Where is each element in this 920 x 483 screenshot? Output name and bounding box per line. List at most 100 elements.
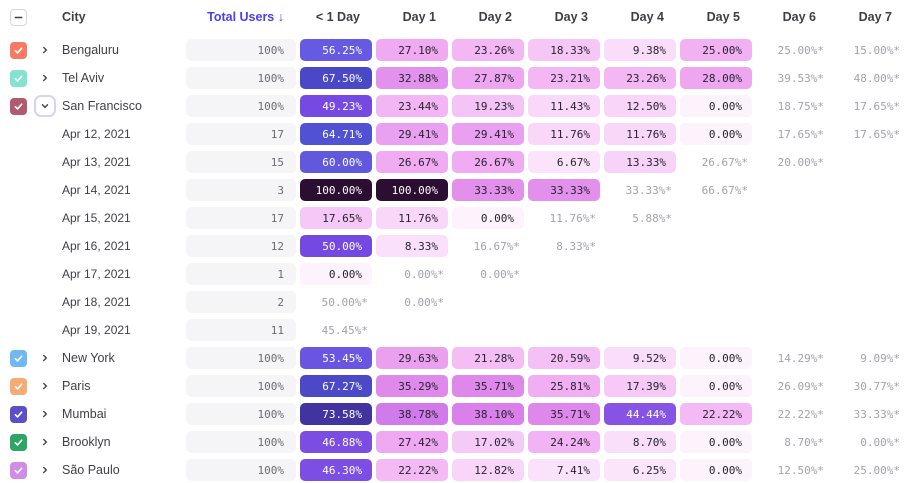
retention-cell-day-3[interactable]: 33.33% [528, 179, 600, 201]
retention-cell-day-0[interactable]: 56.25% [300, 39, 372, 61]
retention-cell-day-1[interactable]: 32.88% [376, 67, 448, 89]
row-checkbox-brooklyn[interactable] [10, 433, 27, 451]
expand-row-button-tel-aviv[interactable] [34, 67, 56, 89]
expand-row-button-bengaluru[interactable] [34, 39, 56, 61]
retention-cell-day-1[interactable]: 35.29% [376, 375, 448, 397]
retention-cell-day-3[interactable]: 25.81% [528, 375, 600, 397]
select-all-checkbox[interactable] [10, 8, 27, 26]
total-users-value: 100% [186, 375, 296, 397]
row-checkbox-new-york[interactable] [10, 349, 27, 367]
retention-cell-day-5[interactable]: 0.00% [680, 375, 752, 397]
retention-cell-day-6: 14.29%* [777, 351, 824, 365]
row-checkbox-s-o-paulo[interactable] [10, 461, 27, 479]
retention-cell-day-5[interactable]: 0.00% [680, 347, 752, 369]
retention-cell-day-2[interactable]: 19.23% [452, 95, 524, 117]
retention-cell-day-4[interactable]: 44.44% [604, 403, 676, 425]
row-checkbox-san-francisco[interactable] [10, 97, 27, 115]
collapse-row-button-san-francisco[interactable] [34, 95, 56, 117]
retention-cell-day-4[interactable]: 8.70% [604, 431, 676, 453]
retention-cell-day-4[interactable]: 17.39% [604, 375, 676, 397]
retention-cell-day-3[interactable]: 6.67% [528, 151, 600, 173]
retention-cell-day-0[interactable]: 53.45% [300, 347, 372, 369]
retention-cell-day-7: 30.77%* [853, 379, 900, 393]
retention-cell-day-5[interactable]: 25.00% [680, 39, 752, 61]
retention-cell-day-4[interactable]: 12.50% [604, 95, 676, 117]
retention-cell-day-3[interactable]: 20.59% [528, 347, 600, 369]
retention-cell-day-4[interactable]: 9.38% [604, 39, 676, 61]
retention-cell-day-0[interactable]: 0.00% [300, 263, 372, 285]
retention-cell-day-5[interactable]: 0.00% [680, 459, 752, 481]
retention-cell-day-3[interactable]: 23.21% [528, 67, 600, 89]
row-checkbox-tel-aviv[interactable] [10, 69, 27, 87]
row-checkbox-paris[interactable] [10, 377, 27, 395]
retention-cell-day-2[interactable]: 12.82% [452, 459, 524, 481]
retention-cell-day-0[interactable]: 46.30% [300, 459, 372, 481]
expand-row-button-new-york[interactable] [34, 347, 56, 369]
retention-cell-day-5[interactable]: 0.00% [680, 123, 752, 145]
cohort-date-label: Apr 13, 2021 [62, 155, 131, 169]
expand-row-button-mumbai[interactable] [34, 403, 56, 425]
retention-cell-day-0[interactable]: 17.65% [300, 207, 372, 229]
row-checkbox-bengaluru[interactable] [10, 41, 27, 59]
retention-cell-day-3[interactable]: 24.24% [528, 431, 600, 453]
retention-cell-day-2[interactable]: 17.02% [452, 431, 524, 453]
retention-cell-day-3[interactable]: 11.76% [528, 123, 600, 145]
city-label: Brooklyn [62, 435, 111, 449]
retention-cell-day-0: 50.00%* [321, 295, 368, 309]
column-header-total-users[interactable]: Total Users ↓ [207, 10, 284, 24]
retention-cell-day-4[interactable]: 23.26% [604, 67, 676, 89]
retention-cell-day-1[interactable]: 27.42% [376, 431, 448, 453]
retention-cell-day-1[interactable]: 26.67% [376, 151, 448, 173]
row-checkbox-mumbai[interactable] [10, 405, 27, 423]
retention-cell-day-4[interactable]: 11.76% [604, 123, 676, 145]
retention-cell-day-2[interactable]: 29.41% [452, 123, 524, 145]
retention-cell-day-2[interactable]: 35.71% [452, 375, 524, 397]
retention-cell-day-5[interactable]: 28.00% [680, 67, 752, 89]
retention-cell-day-4[interactable]: 13.33% [604, 151, 676, 173]
retention-cell-day-2[interactable]: 38.10% [452, 403, 524, 425]
retention-cell-day-1[interactable]: 8.33% [376, 235, 448, 257]
retention-cell-day-3[interactable]: 7.41% [528, 459, 600, 481]
retention-cell-day-2: 0.00%* [480, 267, 520, 281]
expand-row-button-brooklyn[interactable] [34, 431, 56, 453]
total-users-value: 100% [186, 39, 296, 61]
retention-cell-day-0[interactable]: 60.00% [300, 151, 372, 173]
expand-row-button-paris[interactable] [34, 375, 56, 397]
retention-cell-day-5[interactable]: 0.00% [680, 431, 752, 453]
retention-cell-day-1[interactable]: 29.41% [376, 123, 448, 145]
retention-cell-day-0[interactable]: 49.23% [300, 95, 372, 117]
retention-cell-day-1[interactable]: 29.63% [376, 347, 448, 369]
retention-cell-day-1[interactable]: 38.78% [376, 403, 448, 425]
retention-cell-day-1[interactable]: 11.76% [376, 207, 448, 229]
retention-cell-day-1[interactable]: 100.00% [376, 179, 448, 201]
retention-cell-day-5[interactable]: 0.00% [680, 95, 752, 117]
retention-cell-day-2[interactable]: 0.00% [452, 207, 524, 229]
retention-cell-day-1[interactable]: 23.44% [376, 95, 448, 117]
retention-cell-day-1[interactable]: 27.10% [376, 39, 448, 61]
retention-cell-day-5[interactable]: 22.22% [680, 403, 752, 425]
retention-cell-day-3 [528, 291, 600, 313]
retention-cell-day-0[interactable]: 67.27% [300, 375, 372, 397]
retention-cell-day-2[interactable]: 23.26% [452, 39, 524, 61]
check-icon [14, 438, 23, 446]
retention-cell-day-0[interactable]: 64.71% [300, 123, 372, 145]
retention-cell-day-4[interactable]: 6.25% [604, 459, 676, 481]
retention-cell-day-0[interactable]: 73.58% [300, 403, 372, 425]
retention-cell-day-0[interactable]: 67.50% [300, 67, 372, 89]
retention-cell-day-1[interactable]: 22.22% [376, 459, 448, 481]
expand-row-button-s-o-paulo[interactable] [34, 459, 56, 481]
retention-cell-day-2[interactable]: 27.87% [452, 67, 524, 89]
retention-cell-day-0[interactable]: 46.88% [300, 431, 372, 453]
retention-cell-day-0[interactable]: 100.00% [300, 179, 372, 201]
retention-cell-day-3[interactable]: 11.43% [528, 95, 600, 117]
retention-cell-day-2[interactable]: 21.28% [452, 347, 524, 369]
total-users-value: 100% [186, 459, 296, 481]
retention-cell-day-3[interactable]: 35.71% [528, 403, 600, 425]
retention-cell-day-0[interactable]: 50.00% [300, 235, 372, 257]
retention-cell-day-6: 8.70%* [784, 435, 824, 449]
retention-cell-day-2[interactable]: 26.67% [452, 151, 524, 173]
retention-cell-day-2[interactable]: 33.33% [452, 179, 524, 201]
retention-cell-day-4[interactable]: 9.52% [604, 347, 676, 369]
column-header-city: City [62, 10, 86, 24]
retention-cell-day-3[interactable]: 18.33% [528, 39, 600, 61]
